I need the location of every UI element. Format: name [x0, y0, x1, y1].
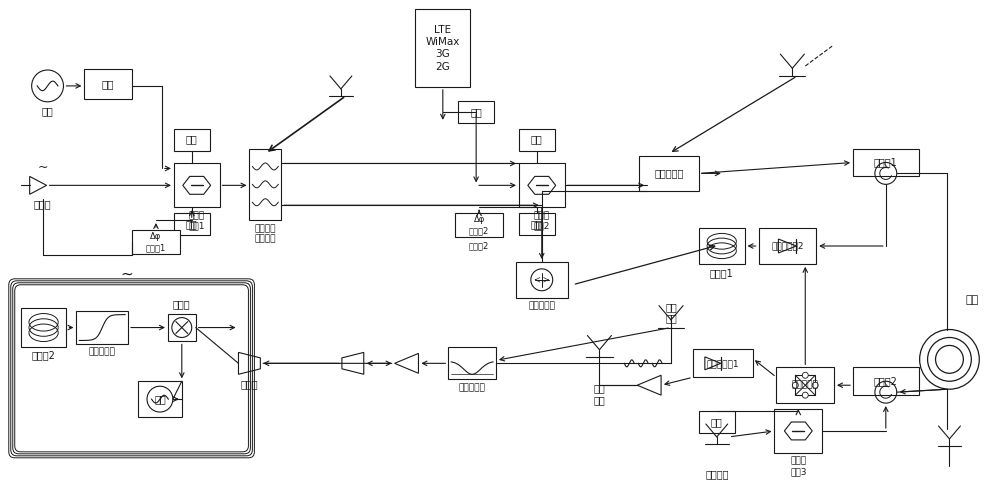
Bar [519, 129, 555, 150]
Bar [21, 308, 66, 348]
Text: 上行信号: 上行信号 [705, 469, 729, 479]
Bar [458, 101, 494, 123]
Bar [516, 262, 568, 298]
Text: Δφ
相移器2: Δφ 相移器2 [469, 215, 489, 235]
Bar [132, 230, 180, 254]
Text: 带通滤波器: 带通滤波器 [459, 383, 486, 392]
Bar [774, 409, 822, 453]
Circle shape [792, 382, 798, 388]
Bar [138, 381, 182, 417]
Text: 接收
天线: 接收 天线 [665, 302, 677, 323]
Bar [455, 213, 503, 237]
Bar [249, 148, 281, 220]
Text: ~: ~ [37, 161, 48, 174]
Bar [699, 411, 735, 433]
Bar [776, 367, 834, 403]
Text: 倍频: 倍频 [102, 79, 114, 89]
Text: 马增调
制器2: 马增调 制器2 [534, 211, 550, 231]
Text: 功分器: 功分器 [241, 379, 258, 389]
Bar [795, 375, 815, 395]
Circle shape [812, 382, 818, 388]
Bar [168, 314, 196, 342]
Bar [448, 348, 496, 379]
Bar [174, 164, 220, 207]
Bar [519, 213, 555, 235]
Text: ~: ~ [121, 267, 133, 282]
Text: 光电探测器1: 光电探测器1 [706, 359, 739, 368]
Text: 光纤: 光纤 [966, 295, 979, 305]
Text: LTE
WiMax
3G
2G: LTE WiMax 3G 2G [426, 25, 460, 71]
Text: 偏振分束器: 偏振分束器 [792, 381, 819, 389]
Text: 相移器2: 相移器2 [469, 241, 489, 250]
Text: 偏振控制器: 偏振控制器 [528, 302, 555, 311]
Text: 偏置: 偏置 [711, 417, 723, 427]
Bar [519, 164, 565, 207]
Bar [693, 350, 753, 377]
Text: 射频: 射频 [42, 106, 53, 116]
Text: 环形器2: 环形器2 [874, 376, 898, 386]
Text: 偏置: 偏置 [186, 135, 198, 144]
Bar [699, 228, 745, 264]
Text: 偏置: 偏置 [470, 107, 482, 117]
Bar [415, 9, 470, 87]
Text: 马增调
制器3: 马增调 制器3 [790, 457, 807, 476]
Text: 激光器: 激光器 [34, 199, 51, 209]
Text: 环形器1: 环形器1 [874, 157, 898, 168]
Text: 混频器: 混频器 [173, 300, 191, 310]
Text: 发射
天线: 发射 天线 [594, 383, 605, 405]
Text: 偏置: 偏置 [531, 135, 543, 144]
Text: 马增调
制器1: 马增调 制器1 [188, 211, 205, 231]
Text: Δφ
相移器1: Δφ 相移器1 [146, 232, 166, 252]
Bar [639, 155, 699, 191]
Bar [76, 311, 128, 345]
Bar [853, 148, 919, 176]
Circle shape [802, 392, 808, 398]
Bar [84, 69, 132, 99]
Text: 光交叉波
分复用器: 光交叉波 分复用器 [255, 224, 276, 244]
Text: 偏振合束器: 偏振合束器 [654, 169, 684, 178]
Bar [174, 213, 210, 235]
Text: 偏置: 偏置 [186, 219, 198, 229]
Text: 眼图仪1: 眼图仪1 [710, 268, 734, 278]
Circle shape [802, 372, 808, 378]
Text: 本振: 本振 [154, 394, 166, 404]
Bar [174, 129, 210, 150]
Text: 光电探测器2: 光电探测器2 [771, 242, 804, 250]
Bar [759, 228, 816, 264]
Text: 偏置: 偏置 [531, 219, 543, 229]
Text: 低通滤波器: 低通滤波器 [89, 348, 116, 356]
Text: 眼图仪2: 眼图仪2 [32, 351, 56, 360]
Bar [853, 367, 919, 395]
